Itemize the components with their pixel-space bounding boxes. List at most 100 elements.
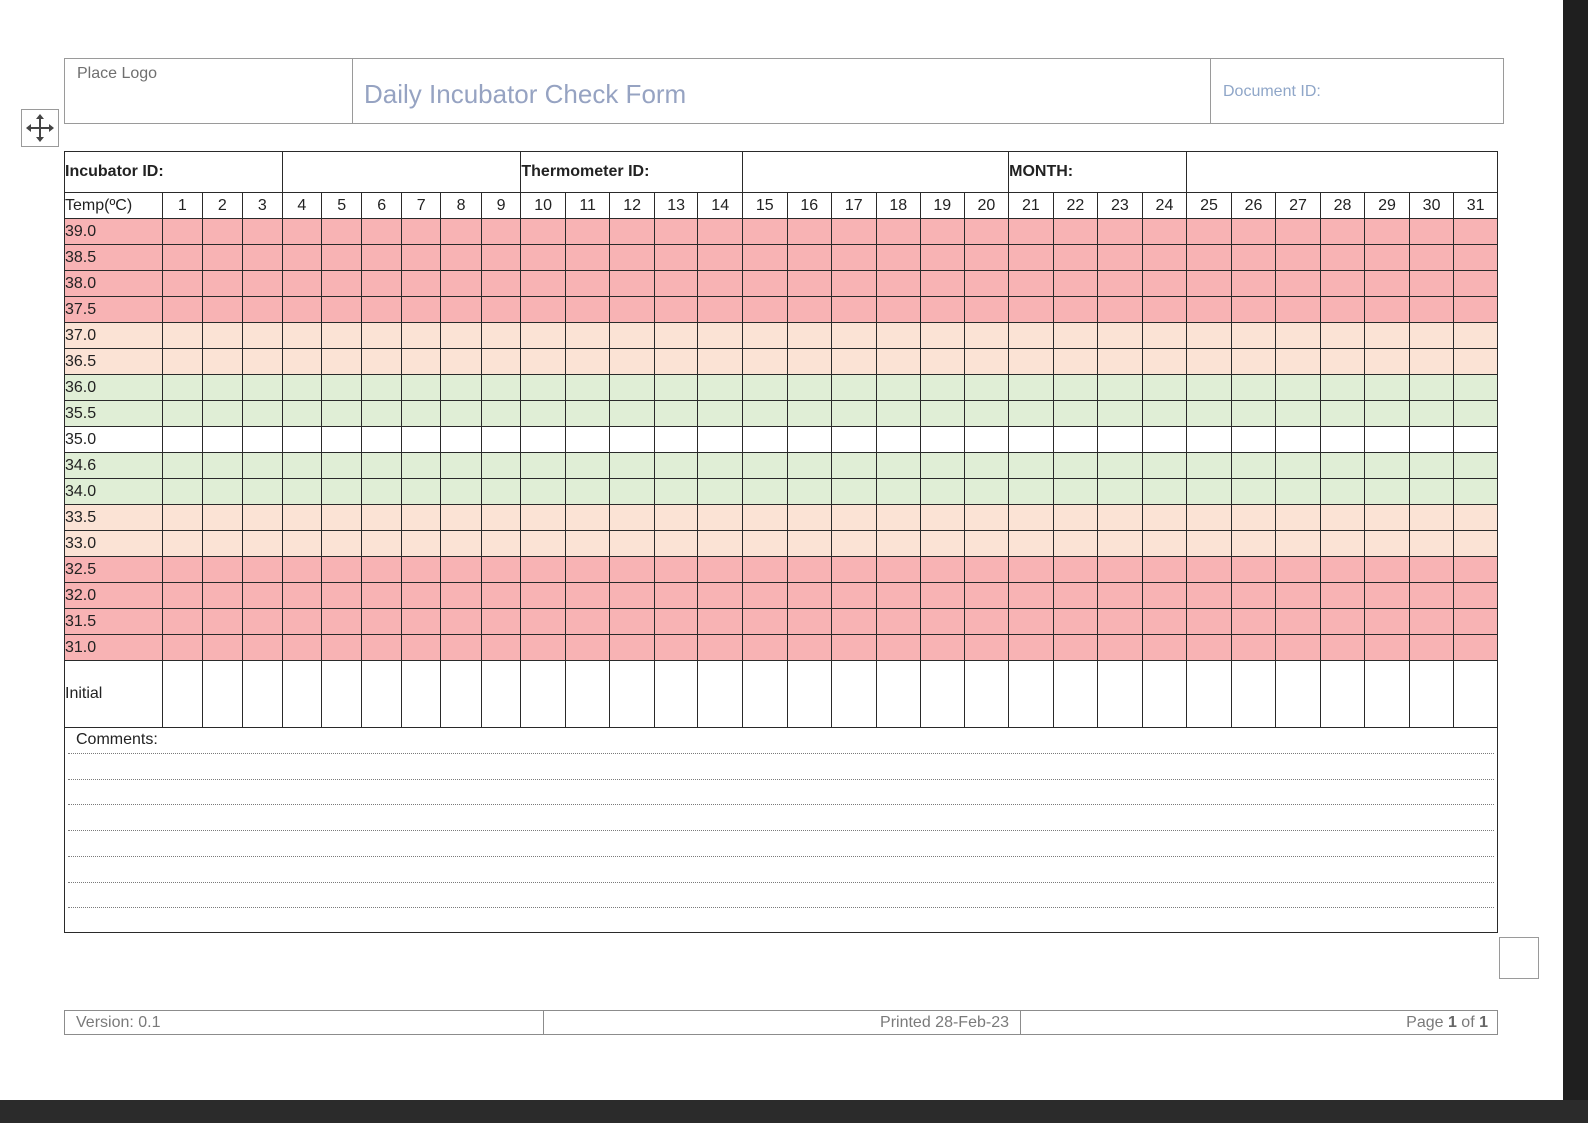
reading-cell[interactable] bbox=[1097, 270, 1143, 297]
reading-cell[interactable] bbox=[281, 504, 323, 531]
reading-cell[interactable] bbox=[831, 218, 877, 245]
reading-cell[interactable] bbox=[831, 322, 877, 349]
reading-cell[interactable] bbox=[440, 608, 482, 635]
reading-cell[interactable] bbox=[201, 270, 244, 297]
title-cell[interactable]: Daily Incubator Check Form bbox=[353, 59, 1211, 123]
reading-cell[interactable] bbox=[480, 504, 522, 531]
reading-cell[interactable] bbox=[741, 426, 788, 453]
reading-cell[interactable] bbox=[321, 270, 363, 297]
reading-cell[interactable] bbox=[1052, 556, 1099, 583]
reading-cell[interactable] bbox=[564, 452, 611, 479]
reading-cell[interactable] bbox=[1097, 348, 1143, 375]
reading-cell[interactable] bbox=[1408, 452, 1455, 479]
comment-line[interactable] bbox=[68, 753, 1494, 754]
reading-cell[interactable] bbox=[1008, 478, 1054, 505]
reading-cell[interactable] bbox=[1275, 504, 1321, 531]
reading-cell[interactable] bbox=[1230, 478, 1277, 505]
reading-cell[interactable] bbox=[653, 634, 699, 661]
reading-cell[interactable] bbox=[400, 374, 442, 401]
reading-cell[interactable] bbox=[875, 322, 922, 349]
reading-cell[interactable] bbox=[1230, 452, 1277, 479]
reading-cell[interactable] bbox=[162, 296, 203, 323]
reading-cell[interactable] bbox=[281, 270, 323, 297]
reading-cell[interactable] bbox=[653, 556, 699, 583]
reading-cell[interactable] bbox=[480, 478, 522, 505]
reading-cell[interactable] bbox=[361, 426, 402, 453]
reading-cell[interactable] bbox=[1230, 296, 1277, 323]
reading-cell[interactable] bbox=[281, 244, 323, 271]
initial-cell[interactable] bbox=[1097, 660, 1143, 728]
reading-cell[interactable] bbox=[1186, 478, 1232, 505]
initial-cell[interactable] bbox=[1408, 660, 1455, 728]
reading-cell[interactable] bbox=[1364, 348, 1410, 375]
reading-cell[interactable] bbox=[321, 218, 363, 245]
reading-cell[interactable] bbox=[361, 634, 402, 661]
reading-cell[interactable] bbox=[1453, 218, 1498, 245]
reading-cell[interactable] bbox=[1008, 296, 1054, 323]
reading-cell[interactable] bbox=[1097, 452, 1143, 479]
reading-cell[interactable] bbox=[201, 374, 244, 401]
reading-cell[interactable] bbox=[1364, 400, 1410, 427]
reading-cell[interactable] bbox=[1364, 530, 1410, 557]
reading-cell[interactable] bbox=[281, 322, 323, 349]
reading-cell[interactable] bbox=[1008, 530, 1054, 557]
reading-cell[interactable] bbox=[440, 634, 482, 661]
reading-cell[interactable] bbox=[1052, 244, 1099, 271]
reading-cell[interactable] bbox=[1097, 322, 1143, 349]
reading-cell[interactable] bbox=[786, 634, 833, 661]
reading-cell[interactable] bbox=[741, 348, 788, 375]
reading-cell[interactable] bbox=[963, 504, 1010, 531]
reading-cell[interactable] bbox=[1097, 426, 1143, 453]
reading-cell[interactable] bbox=[1408, 322, 1455, 349]
comment-line[interactable] bbox=[68, 804, 1494, 806]
reading-cell[interactable] bbox=[162, 530, 203, 557]
reading-cell[interactable] bbox=[1364, 504, 1410, 531]
initial-cell[interactable] bbox=[1141, 660, 1188, 728]
reading-cell[interactable] bbox=[875, 244, 922, 271]
reading-cell[interactable] bbox=[480, 530, 522, 557]
reading-cell[interactable] bbox=[653, 400, 699, 427]
reading-cell[interactable] bbox=[1141, 322, 1188, 349]
reading-cell[interactable] bbox=[653, 244, 699, 271]
reading-cell[interactable] bbox=[1008, 608, 1054, 635]
reading-cell[interactable] bbox=[1319, 244, 1366, 271]
reading-cell[interactable] bbox=[786, 504, 833, 531]
reading-cell[interactable] bbox=[201, 478, 244, 505]
reading-cell[interactable] bbox=[697, 270, 743, 297]
reading-cell[interactable] bbox=[920, 348, 965, 375]
initial-cell[interactable] bbox=[400, 660, 442, 728]
reading-cell[interactable] bbox=[697, 608, 743, 635]
reading-cell[interactable] bbox=[1275, 218, 1321, 245]
reading-cell[interactable] bbox=[281, 426, 323, 453]
reading-cell[interactable] bbox=[480, 322, 522, 349]
reading-cell[interactable] bbox=[520, 218, 566, 245]
reading-cell[interactable] bbox=[564, 504, 611, 531]
reading-cell[interactable] bbox=[741, 504, 788, 531]
reading-cell[interactable] bbox=[1230, 556, 1277, 583]
reading-cell[interactable] bbox=[1319, 426, 1366, 453]
initial-cell[interactable] bbox=[440, 660, 482, 728]
reading-cell[interactable] bbox=[1453, 426, 1498, 453]
reading-cell[interactable] bbox=[520, 634, 566, 661]
reading-cell[interactable] bbox=[1141, 296, 1188, 323]
reading-cell[interactable] bbox=[201, 348, 244, 375]
reading-cell[interactable] bbox=[1453, 322, 1498, 349]
reading-cell[interactable] bbox=[400, 634, 442, 661]
reading-cell[interactable] bbox=[875, 504, 922, 531]
reading-cell[interactable] bbox=[697, 556, 743, 583]
reading-cell[interactable] bbox=[1453, 452, 1498, 479]
reading-cell[interactable] bbox=[1141, 504, 1188, 531]
reading-cell[interactable] bbox=[1408, 530, 1455, 557]
reading-cell[interactable] bbox=[1186, 218, 1232, 245]
reading-cell[interactable] bbox=[963, 400, 1010, 427]
reading-cell[interactable] bbox=[697, 530, 743, 557]
reading-cell[interactable] bbox=[1275, 296, 1321, 323]
reading-cell[interactable] bbox=[242, 582, 283, 609]
reading-cell[interactable] bbox=[609, 426, 655, 453]
reading-cell[interactable] bbox=[281, 634, 323, 661]
reading-cell[interactable] bbox=[440, 582, 482, 609]
reading-cell[interactable] bbox=[1453, 556, 1498, 583]
reading-cell[interactable] bbox=[242, 478, 283, 505]
reading-cell[interactable] bbox=[361, 504, 402, 531]
reading-cell[interactable] bbox=[564, 634, 611, 661]
